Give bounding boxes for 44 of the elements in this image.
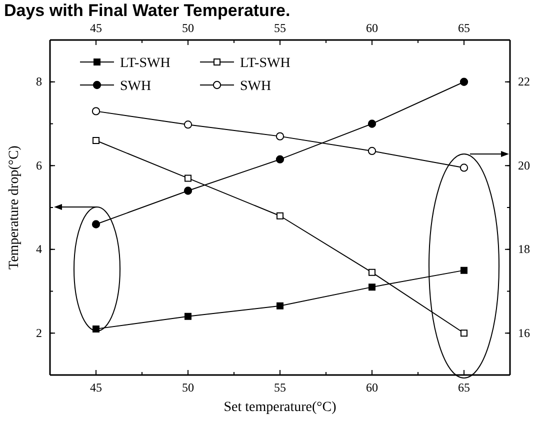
x-tick-label: 60 xyxy=(366,21,378,35)
y2-tick-label: 18 xyxy=(518,242,530,256)
legend-label: LT-SWH xyxy=(240,56,290,71)
point xyxy=(92,137,100,144)
x-tick-label: 65 xyxy=(458,21,470,35)
point xyxy=(460,78,468,86)
point xyxy=(276,132,284,140)
y2-tick-label: 20 xyxy=(518,158,530,172)
x2-tick-label: 60 xyxy=(366,380,378,395)
y-tick-label: 4 xyxy=(36,242,42,256)
point xyxy=(460,266,468,274)
y-axis-title: Temperature drop(°C) xyxy=(7,145,22,270)
y-tick-label: 2 xyxy=(36,326,42,340)
point xyxy=(368,120,376,128)
x-tick-label: 55 xyxy=(274,21,286,35)
x-axis-title: Set temperature(°C) xyxy=(224,400,337,415)
point xyxy=(92,220,100,228)
y2-tick-label: 16 xyxy=(518,326,530,340)
x2-tick-label: 45 xyxy=(90,380,102,395)
point xyxy=(276,302,284,310)
point xyxy=(276,155,284,164)
point xyxy=(184,186,192,195)
point xyxy=(368,146,376,156)
x-tick-label: 50 xyxy=(182,21,194,35)
point xyxy=(368,268,376,276)
x2-tick-label: 55 xyxy=(274,380,286,395)
legend-label: SWH xyxy=(120,79,152,94)
point xyxy=(460,330,468,337)
legend-label: SWH xyxy=(240,79,272,94)
point xyxy=(92,107,100,116)
chart-title: Days with Final Water Temperature. xyxy=(4,1,290,20)
y2-tick-label: 22 xyxy=(518,74,530,89)
point xyxy=(184,312,192,320)
legend-label: LT-SWH xyxy=(120,56,170,71)
x2-tick-label: 65 xyxy=(458,380,470,395)
point xyxy=(368,284,376,291)
y-tick-label: 6 xyxy=(36,158,42,172)
point xyxy=(276,212,284,220)
point xyxy=(184,174,192,182)
x-tick-label: 45 xyxy=(90,21,102,35)
point xyxy=(184,120,192,129)
point xyxy=(460,164,468,172)
x2-tick-label: 50 xyxy=(182,380,194,395)
y-tick-label: 8 xyxy=(36,74,42,89)
